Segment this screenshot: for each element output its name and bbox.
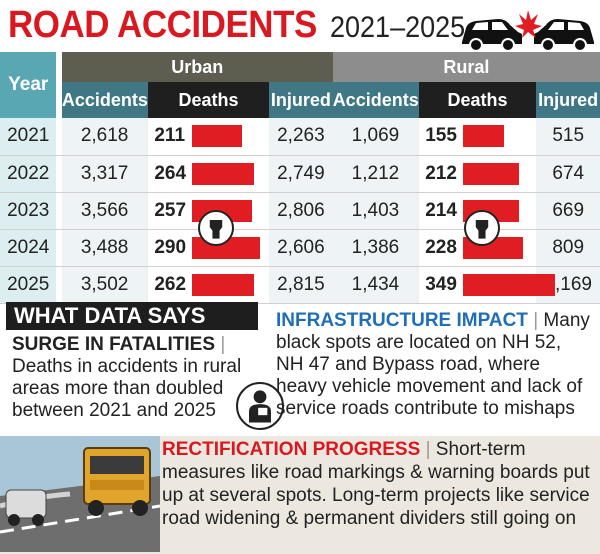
table-row: 2024 3,488 290 2,606 1,386 228 809 — [0, 229, 600, 267]
urban-deaths-cell: 211 — [147, 118, 270, 156]
year-cell: 2022 — [0, 155, 57, 193]
urban-accidents-cell: 3,488 — [61, 229, 148, 267]
car-crash-icon — [462, 10, 594, 52]
spacer — [56, 155, 62, 193]
what-data-says-heading: WHAT DATA SAYS — [6, 302, 258, 330]
road-scene-illustration — [0, 436, 160, 552]
spacer — [56, 192, 62, 230]
rural-deaths-cell-value: 349 — [425, 273, 457, 295]
rural-deaths-cell-value: 228 — [425, 236, 457, 258]
urban-deaths-cell-value: 262 — [154, 273, 187, 295]
urban-accidents-cell: 2,618 — [61, 118, 148, 156]
urban-group-header: Urban — [61, 52, 333, 82]
infrastructure-title: INFRASTRUCTURE IMPACT — [276, 310, 528, 331]
rural-injured-header: Injured — [536, 82, 600, 118]
rural-accidents-cell: 1,212 — [332, 155, 419, 193]
rural-accidents-header: Accidents — [332, 82, 419, 118]
death-bar — [463, 273, 556, 296]
year-cell: 2024 — [0, 229, 57, 267]
rectification-title: RECTIFICATION PROGRESS — [162, 439, 421, 460]
urban-injured-cell: 2,806 — [269, 192, 333, 230]
infrastructure-text: Many black spots are located on NH 52, N… — [276, 310, 590, 419]
urban-deaths-header: Deaths — [147, 82, 270, 118]
rural-accidents-cell: 1,434 — [332, 266, 419, 304]
urban-deaths-cell-value: 211 — [154, 125, 186, 147]
rural-deaths-cell-value: 212 — [425, 162, 457, 184]
fist-icon — [464, 210, 500, 246]
table-row: 2022 3,317 264 2,749 1,212 212 674 — [0, 155, 600, 193]
surge-title: SURGE IN FATALITIES — [12, 334, 216, 355]
urban-accidents-cell: 3,566 — [61, 192, 148, 230]
urban-injured-cell: 2,606 — [269, 229, 333, 267]
death-bar — [463, 162, 520, 185]
death-bar — [192, 162, 255, 185]
urban-deaths-cell: 264 — [147, 155, 270, 193]
death-bar — [192, 273, 255, 296]
summary-section: WHAT DATA SAYS SURGE IN FATALITIES | Dea… — [0, 298, 600, 554]
urban-injured-cell: 2,263 — [269, 118, 333, 156]
rural-deaths-cell: 349 — [418, 266, 556, 304]
urban-accidents-cell: 3,502 — [61, 266, 148, 304]
urban-injured-header: Injured — [269, 82, 333, 118]
title-years: 2021–2025 — [329, 11, 465, 44]
year-cell: 2025 — [0, 266, 57, 304]
surge-text: Deaths in accidents in rural areas more … — [12, 356, 242, 421]
table-row: 2021 2,618 211 2,263 1,069 155 515 — [0, 118, 600, 156]
year-cell: 2023 — [0, 192, 57, 230]
urban-injured-cell: 2,749 — [269, 155, 333, 193]
spacer — [56, 118, 62, 156]
injured-person-icon — [236, 382, 284, 430]
rural-group-header: Rural — [332, 52, 600, 82]
rural-accidents-cell: 1,069 — [332, 118, 419, 156]
infrastructure-note: INFRASTRUCTURE IMPACT | Many black spots… — [276, 310, 590, 419]
urban-accidents-header: Accidents — [61, 82, 148, 118]
death-bar — [192, 125, 243, 147]
urban-deaths-cell: 262 — [147, 266, 270, 304]
urban-deaths-cell-value: 290 — [154, 236, 187, 258]
surge-note: SURGE IN FATALITIES | Deaths in accident… — [12, 334, 242, 421]
death-bar — [463, 125, 505, 147]
accidents-table: Year Urban Rural Accidents Deaths Injure… — [0, 52, 600, 304]
rural-accidents-cell: 1,386 — [332, 229, 419, 267]
year-cell: 2021 — [0, 118, 57, 156]
urban-deaths-cell-value: 257 — [154, 199, 187, 221]
rural-injured-cell: 809 — [536, 229, 600, 267]
rural-injured-cell: 674 — [536, 155, 600, 193]
page-title: ROAD ACCIDENTS 2021–2025 — [8, 4, 480, 48]
rural-accidents-cell: 1,403 — [332, 192, 419, 230]
rural-deaths-cell: 155 — [418, 118, 537, 156]
year-header: Year — [0, 52, 57, 118]
table-row: 2023 3,566 257 2,806 1,403 214 669 — [0, 192, 600, 230]
rural-deaths-cell: 212 — [418, 155, 537, 193]
rectification-text: Short-term measures like road markings &… — [162, 439, 590, 529]
rural-deaths-header: Deaths — [418, 82, 537, 118]
rural-injured-cell: 669 — [536, 192, 600, 230]
rural-deaths-cell-value: 214 — [425, 199, 457, 221]
urban-deaths-cell-value: 264 — [154, 162, 187, 184]
rural-deaths-cell-value: 155 — [425, 125, 457, 147]
urban-accidents-cell: 3,317 — [61, 155, 148, 193]
rectification-note: RECTIFICATION PROGRESS | Short-term meas… — [162, 439, 590, 529]
urban-injured-cell: 2,815 — [269, 266, 333, 304]
rural-injured-cell: 515 — [536, 118, 600, 156]
title-main: ROAD ACCIDENTS — [8, 4, 317, 46]
table-row: 2025 3,502 262 2,815 1,434 349 1,169 — [0, 266, 600, 304]
spacer — [56, 229, 62, 267]
fist-icon — [198, 210, 234, 246]
